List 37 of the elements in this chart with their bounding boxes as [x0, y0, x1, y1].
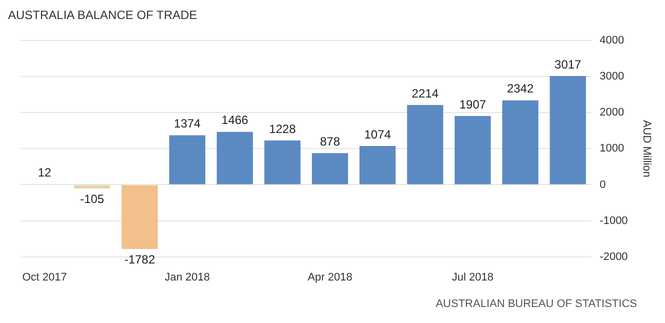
x-tick-label: Apr 2018	[308, 271, 352, 284]
bar	[502, 100, 538, 184]
y-tick-label: 3000	[600, 70, 624, 83]
y-tick-label: 4000	[600, 34, 624, 47]
data-label: 1466	[221, 113, 249, 128]
bar	[169, 135, 206, 184]
data-label: 1907	[459, 97, 486, 112]
data-label: 1228	[269, 122, 296, 136]
bar	[74, 185, 110, 189]
data-label: 3017	[554, 57, 582, 72]
bar	[454, 116, 491, 184]
bar	[264, 140, 300, 184]
data-label: 12	[38, 166, 52, 180]
bar	[122, 185, 158, 249]
y-axis-title: AUD Million	[640, 120, 652, 178]
bar	[359, 146, 396, 184]
data-label: 1374	[174, 116, 201, 131]
y-tick-label: -2000	[600, 250, 628, 263]
data-label: 1074	[364, 127, 392, 142]
bar	[312, 153, 348, 184]
bar	[407, 104, 444, 184]
chart-title: AUSTRALIA BALANCE OF TRADE	[8, 8, 198, 24]
data-label: -105	[80, 192, 104, 206]
data-label: 2342	[506, 82, 534, 96]
y-tick-label: -1000	[600, 214, 628, 227]
bar	[216, 132, 253, 184]
x-tick-label: Oct 2017	[22, 271, 67, 284]
y-tick-label: 2000	[600, 106, 624, 119]
data-label: 2214	[412, 86, 439, 100]
data-label: 878	[320, 134, 340, 148]
y-tick-label: 0	[600, 178, 606, 191]
text: AUSTRALIAN BUREAU OF STATISTICS	[436, 298, 637, 310]
y-tick-label: 1000	[600, 142, 624, 155]
x-tick-label: Jul 2018	[452, 271, 494, 284]
bar	[550, 76, 586, 184]
x-tick-label: Jan 2018	[164, 271, 210, 284]
data-label: -1782	[124, 252, 156, 266]
